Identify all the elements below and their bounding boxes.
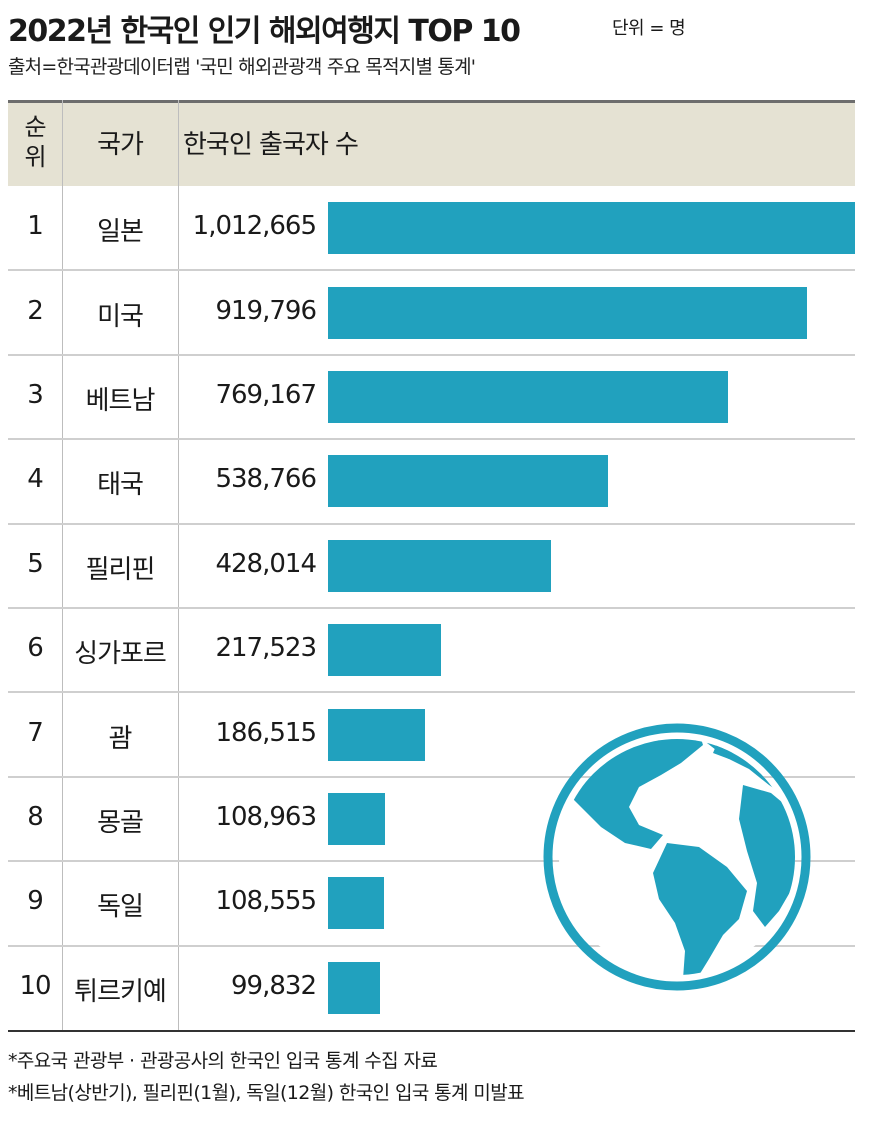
value-label: 108,963 — [215, 802, 317, 832]
row-divider — [8, 269, 855, 271]
footnote-1: *주요국 관광부 · 관광공사의 한국인 입국 통계 수집 자료 — [8, 1050, 438, 1072]
header-rank-top: 순 — [24, 113, 46, 141]
row-divider — [8, 607, 855, 609]
country-cell: 미국 — [97, 302, 144, 332]
rank-cell: 3 — [27, 380, 44, 410]
rank-cell: 9 — [27, 886, 44, 916]
rank-cell: 7 — [27, 718, 44, 748]
chart-title: 2022년 한국인 인기 해외여행지 TOP 10 — [8, 14, 521, 49]
table-header — [8, 100, 855, 186]
rank-cell: 1 — [27, 211, 44, 241]
row-divider — [8, 354, 855, 356]
bar — [328, 709, 425, 761]
rank-cell: 5 — [27, 549, 44, 579]
row-divider — [8, 945, 855, 947]
header-rank: 순 위 — [8, 112, 62, 172]
country-cell: 일본 — [97, 217, 144, 247]
value-label: 217,523 — [215, 633, 317, 663]
value-label: 919,796 — [215, 296, 317, 326]
rank-cell: 2 — [27, 296, 44, 326]
globe-icon — [543, 723, 811, 991]
value-label: 108,555 — [215, 886, 317, 916]
unit-label: 단위 = 명 — [612, 18, 686, 39]
source-text: 출처=한국관광데이터랩 '국민 해외관광객 주요 목적지별 통계' — [8, 56, 476, 78]
row-divider — [8, 523, 855, 525]
rank-cell: 6 — [27, 633, 44, 663]
row-divider — [8, 776, 855, 778]
country-cell: 튀르키예 — [74, 977, 167, 1007]
row-divider — [8, 691, 855, 693]
bar — [328, 287, 807, 339]
value-label: 1,012,665 — [192, 211, 317, 241]
country-cell: 베트남 — [85, 386, 156, 416]
row-divider — [8, 860, 855, 862]
bar — [328, 540, 551, 592]
country-cell: 싱가포르 — [74, 639, 167, 669]
rank-cell: 8 — [27, 802, 44, 832]
row-divider — [8, 438, 855, 440]
value-label: 769,167 — [215, 380, 317, 410]
country-cell: 태국 — [97, 470, 144, 500]
value-label: 538,766 — [215, 464, 317, 494]
country-cell: 필리핀 — [85, 555, 156, 585]
bar — [328, 877, 384, 929]
table-bottom-rule — [8, 1030, 855, 1032]
country-cell: 괌 — [108, 724, 133, 754]
value-label: 186,515 — [215, 718, 317, 748]
value-label: 428,014 — [215, 549, 317, 579]
bar — [328, 455, 608, 507]
bar — [328, 624, 441, 676]
rank-cell: 4 — [27, 464, 44, 494]
bar — [328, 793, 385, 845]
rank-cell: 10 — [19, 971, 51, 1001]
header-rank-bottom: 위 — [24, 143, 46, 171]
country-cell: 몽골 — [97, 808, 144, 838]
bar — [328, 371, 728, 423]
header-country: 국가 — [97, 130, 144, 160]
bar — [328, 202, 855, 254]
country-cell: 독일 — [97, 892, 144, 922]
footnote-2: *베트남(상반기), 필리핀(1월), 독일(12월) 한국인 입국 통계 미발… — [8, 1082, 525, 1104]
column-divider — [62, 100, 63, 1031]
value-label: 99,832 — [231, 971, 317, 1001]
column-divider — [178, 100, 179, 1031]
header-value: 한국인 출국자 수 — [183, 130, 359, 160]
bar — [328, 962, 380, 1014]
